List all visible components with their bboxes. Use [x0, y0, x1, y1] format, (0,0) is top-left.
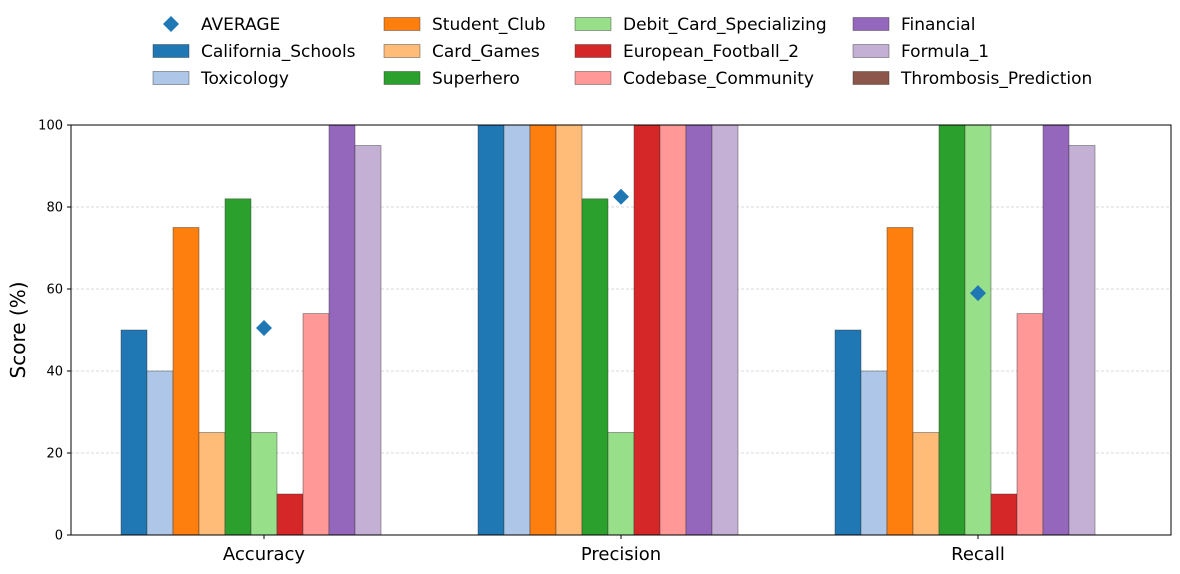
legend-label: AVERAGE — [201, 15, 280, 35]
average-marker-precision — [613, 188, 629, 205]
legend-item: Codebase_Community — [574, 69, 814, 89]
bar-student-club-accuracy — [172, 227, 200, 536]
bar-codebase-community-accuracy — [302, 313, 330, 536]
bar-california-schools-precision — [477, 124, 505, 536]
y-tick-label: 0 — [55, 529, 63, 544]
legend-label: Debit_Card_Specializing — [623, 15, 827, 35]
bar-toxicology-precision — [503, 124, 531, 536]
legend-item: Formula_1 — [852, 42, 989, 62]
legend-item: AVERAGE — [163, 15, 280, 35]
legend-label: Thrombosis_Prediction — [900, 69, 1092, 89]
legend: AVERAGE California_Schools Toxicology Stude… — [152, 15, 1092, 89]
y-tick-label: 100 — [38, 119, 63, 134]
bar-codebase-community-recall — [1016, 313, 1044, 536]
legend-swatch — [574, 44, 612, 58]
bar-european-football-2-precision — [633, 124, 661, 536]
legend-item: California_Schools — [152, 42, 356, 62]
bar-codebase-community-precision — [659, 124, 687, 536]
y-tick-label: 40 — [46, 365, 63, 380]
average-markers — [256, 188, 986, 336]
bar-financial-accuracy — [328, 124, 356, 536]
legend-label: Formula_1 — [901, 42, 989, 62]
bar-card-games-recall — [912, 432, 940, 536]
y-axis: 0 20 40 60 80 100 — [38, 119, 71, 544]
bar-debit-card-specializing-precision — [607, 432, 635, 536]
bar-card-games-precision — [555, 124, 583, 536]
legend-item: Card_Games — [383, 42, 540, 62]
bar-debit-card-specializing-accuracy — [250, 432, 278, 536]
bar-superhero-recall — [938, 124, 966, 536]
bar-superhero-precision — [581, 198, 609, 536]
legend-swatch — [852, 17, 890, 31]
bar-card-games-accuracy — [198, 432, 226, 536]
legend-swatch — [383, 71, 421, 85]
bar-superhero-accuracy — [224, 198, 252, 536]
legend-swatch — [852, 71, 890, 85]
bar-formula-1-precision — [711, 124, 739, 536]
x-tick-label-accuracy: Accuracy — [223, 544, 306, 565]
legend-marker-average — [163, 16, 179, 32]
legend-label: Codebase_Community — [623, 69, 814, 89]
bar-financial-precision — [685, 124, 713, 536]
y-tick-label: 60 — [46, 283, 63, 298]
legend-label: Toxicology — [200, 69, 289, 89]
legend-swatch — [383, 44, 421, 58]
legend-label: Student_Club — [432, 15, 546, 35]
bar-student-club-precision — [529, 124, 557, 536]
legend-item: Debit_Card_Specializing — [574, 15, 827, 35]
bar-toxicology-accuracy — [146, 370, 174, 536]
legend-swatch — [383, 17, 421, 31]
legend-item: Toxicology — [152, 69, 289, 89]
legend-item: Thrombosis_Prediction — [852, 69, 1092, 89]
bar-european-football-2-recall — [990, 493, 1018, 536]
bar-financial-recall — [1042, 124, 1070, 536]
legend-item: European_Football_2 — [574, 42, 799, 62]
legend-label: Superhero — [432, 69, 520, 89]
bar-formula-1-accuracy — [354, 145, 382, 536]
legend-label: California_Schools — [201, 42, 356, 62]
legend-label: European_Football_2 — [623, 42, 799, 62]
bar-formula-1-recall — [1068, 145, 1096, 536]
x-tick-label-recall: Recall — [951, 544, 1005, 565]
legend-swatch — [852, 44, 890, 58]
legend-swatch — [152, 44, 190, 58]
legend-item: Student_Club — [383, 15, 546, 35]
bar-student-club-recall — [886, 227, 914, 536]
average-marker-recall — [970, 285, 986, 302]
bar-california-schools-recall — [834, 329, 862, 536]
bar-toxicology-recall — [860, 370, 888, 536]
y-tick-label: 20 — [46, 447, 63, 462]
legend-item: Superhero — [383, 69, 520, 89]
legend-swatch — [574, 17, 612, 31]
legend-item: Financial — [852, 15, 975, 35]
average-marker-accuracy — [256, 319, 272, 336]
x-tick-label-precision: Precision — [581, 544, 661, 565]
legend-label: Financial — [901, 15, 975, 35]
legend-swatch — [152, 71, 190, 85]
x-axis: Accuracy Precision Recall — [223, 535, 1005, 565]
y-tick-label: 80 — [46, 201, 63, 216]
legend-label: Card_Games — [432, 42, 540, 62]
y-axis-title: Score (%) — [6, 282, 30, 379]
bar-debit-card-specializing-recall — [964, 124, 992, 536]
bar-california-schools-accuracy — [120, 329, 148, 536]
bars — [120, 124, 1096, 536]
legend-swatch — [574, 71, 612, 85]
bar-european-football-2-accuracy — [276, 493, 304, 536]
